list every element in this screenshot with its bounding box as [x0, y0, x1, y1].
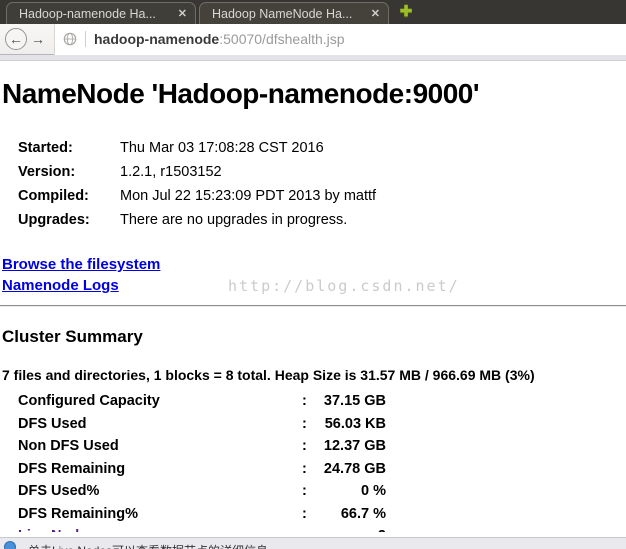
- info-value: 1.2.1, r1503152: [120, 164, 222, 180]
- cluster-value: 37.15 GB: [323, 393, 386, 410]
- cluster-row: DFS Remaining%: 66.7 %: [18, 503, 386, 526]
- tab-title: Hadoop-namenode Ha...: [19, 6, 156, 21]
- cluster-row: DFS Used%: 0 %: [18, 480, 386, 503]
- clipped-footer-bar: 单击Live Nodes可以查看数据节点的详细信息: [0, 537, 626, 549]
- info-label: Upgrades:: [18, 212, 90, 228]
- info-icon: [4, 541, 16, 549]
- cluster-label: DFS Used%: [18, 483, 100, 500]
- cluster-value: 12.37 GB: [323, 438, 386, 455]
- cluster-value: 2: [316, 525, 386, 532]
- info-label: Started:: [18, 140, 73, 156]
- page-content: NameNode 'Hadoop-namenode:9000' Started:…: [0, 61, 626, 532]
- cluster-summary-table: Configured Capacity:37.15 GB DFS Used:56.…: [18, 390, 386, 532]
- url-bar[interactable]: hadoop-namenode:50070/dfshealth.jsp: [54, 23, 626, 55]
- new-tab-button[interactable]: ✚: [394, 3, 418, 20]
- url-path: :50070/dfshealth.jsp: [219, 31, 345, 47]
- cluster-label: Non DFS Used: [18, 438, 119, 455]
- cluster-value: 66.7 %: [340, 505, 386, 522]
- url-host: hadoop-namenode: [94, 31, 220, 47]
- info-row: Version: 1.2.1, r1503152: [18, 160, 376, 184]
- url-separator: [85, 31, 86, 47]
- divider: [0, 305, 626, 307]
- cluster-row: Configured Capacity:37.15 GB: [18, 390, 386, 413]
- tab-hadoop-namenode-active[interactable]: Hadoop NameNode Ha... ✕: [199, 2, 389, 24]
- info-label: Version:: [18, 164, 76, 180]
- csdn-watermark: http://blog.csdn.net/: [228, 277, 460, 295]
- namenode-info-table: Started: Thu Mar 03 17:08:28 CST 2016 Vers…: [18, 136, 376, 232]
- cluster-label: DFS Remaining%: [18, 505, 139, 522]
- info-row: Started: Thu Mar 03 17:08:28 CST 2016: [18, 136, 376, 160]
- colon-separator: :: [302, 438, 307, 455]
- forward-button[interactable]: →: [28, 28, 48, 50]
- colon-separator: :: [302, 505, 307, 522]
- close-icon[interactable]: ✕: [370, 8, 380, 20]
- browse-filesystem-link[interactable]: Browse the filesystem: [2, 256, 161, 273]
- forward-arrow-icon: →: [31, 31, 45, 47]
- colon-separator: :: [302, 525, 316, 532]
- navigation-bar: ← → hadoop-namenode:50070/dfshealth.jsp: [0, 23, 626, 55]
- globe-icon: [63, 32, 77, 46]
- info-value: Thu Mar 03 17:08:28 CST 2016: [120, 140, 324, 156]
- cluster-row: DFS Remaining:24.78 GB: [18, 458, 386, 481]
- cluster-value: 0 %: [361, 483, 386, 500]
- info-label: Compiled:: [18, 188, 89, 204]
- colon-separator: :: [302, 483, 307, 500]
- info-row: Upgrades: There are no upgrades in progre…: [18, 208, 376, 232]
- cluster-row: Live Nodes:2: [18, 525, 386, 532]
- tab-title: Hadoop NameNode Ha...: [212, 6, 353, 21]
- close-icon[interactable]: ✕: [177, 8, 187, 20]
- cluster-row: DFS Used:56.03 KB: [18, 413, 386, 436]
- back-arrow-icon: ←: [9, 31, 23, 47]
- plus-icon: ✚: [399, 3, 413, 20]
- tab-hadoop-namenode[interactable]: Hadoop-namenode Ha... ✕: [6, 2, 196, 24]
- page-title: NameNode 'Hadoop-namenode:9000': [2, 78, 480, 109]
- info-row: Compiled: Mon Jul 22 15:23:09 PDT 2013 by…: [18, 184, 376, 208]
- cluster-label: DFS Remaining: [18, 460, 126, 477]
- cluster-value: 24.78 GB: [323, 460, 386, 477]
- toolbar-shadow-strip: [0, 55, 626, 61]
- cluster-label: DFS Used: [18, 415, 87, 432]
- links-block: Browse the filesystem Namenode Logs http…: [2, 254, 626, 296]
- cluster-summary-heading: Cluster Summary: [2, 327, 143, 346]
- colon-separator: :: [302, 415, 307, 432]
- cluster-label: Configured Capacity: [18, 393, 160, 410]
- cluster-summary-line: 7 files and directories, 1 blocks = 8 to…: [2, 367, 535, 383]
- namenode-logs-link[interactable]: Namenode Logs: [2, 277, 119, 294]
- tab-bar: Hadoop-namenode Ha... ✕ Hadoop NameNode …: [0, 0, 626, 24]
- clipped-caption: 单击Live Nodes可以查看数据节点的详细信息: [28, 542, 268, 549]
- live-nodes-link[interactable]: Live Nodes: [18, 525, 302, 532]
- cluster-row: Non DFS Used:12.37 GB: [18, 435, 386, 458]
- back-button[interactable]: ←: [5, 28, 27, 50]
- colon-separator: :: [302, 460, 307, 477]
- cluster-value: 56.03 KB: [324, 415, 386, 432]
- info-value: There are no upgrades in progress.: [120, 212, 348, 228]
- colon-separator: :: [302, 393, 307, 410]
- info-value: Mon Jul 22 15:23:09 PDT 2013 by mattf: [120, 188, 377, 204]
